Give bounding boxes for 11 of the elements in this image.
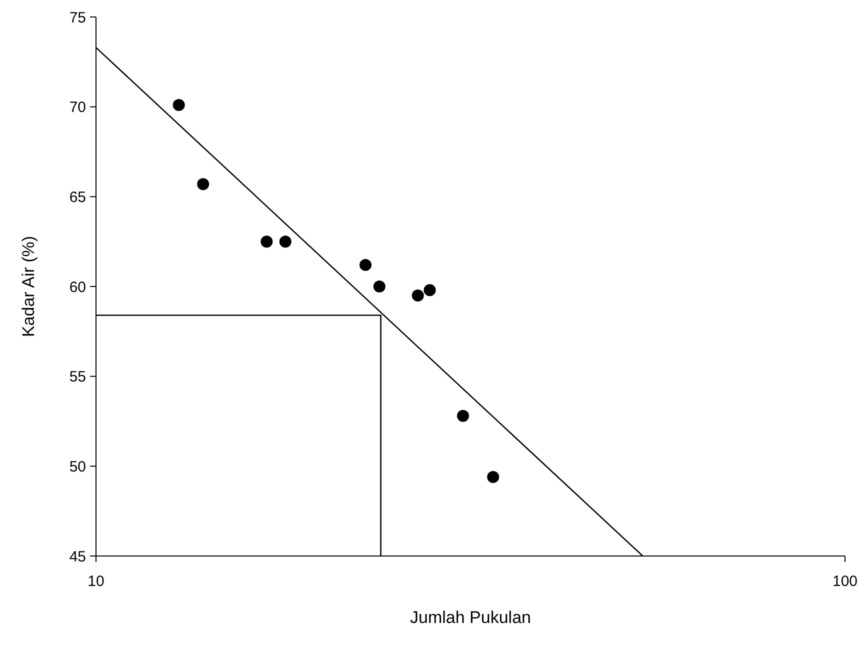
x-tick-label: 10 xyxy=(88,573,104,590)
y-tick-label: 55 xyxy=(69,368,86,386)
y-tick-label: 75 xyxy=(69,9,86,26)
y-tick-label: 65 xyxy=(69,188,86,206)
x-tick-label: 100 xyxy=(832,573,858,590)
y-tick-label: 45 xyxy=(69,548,86,566)
y-tick-label: 50 xyxy=(69,458,86,476)
y-tick-label: 60 xyxy=(69,278,86,296)
y-axis-title: Kadar Air (%) xyxy=(19,236,38,338)
x-axis-title: Jumlah Pukulan xyxy=(410,608,531,627)
y-tick-label: 70 xyxy=(69,99,86,116)
